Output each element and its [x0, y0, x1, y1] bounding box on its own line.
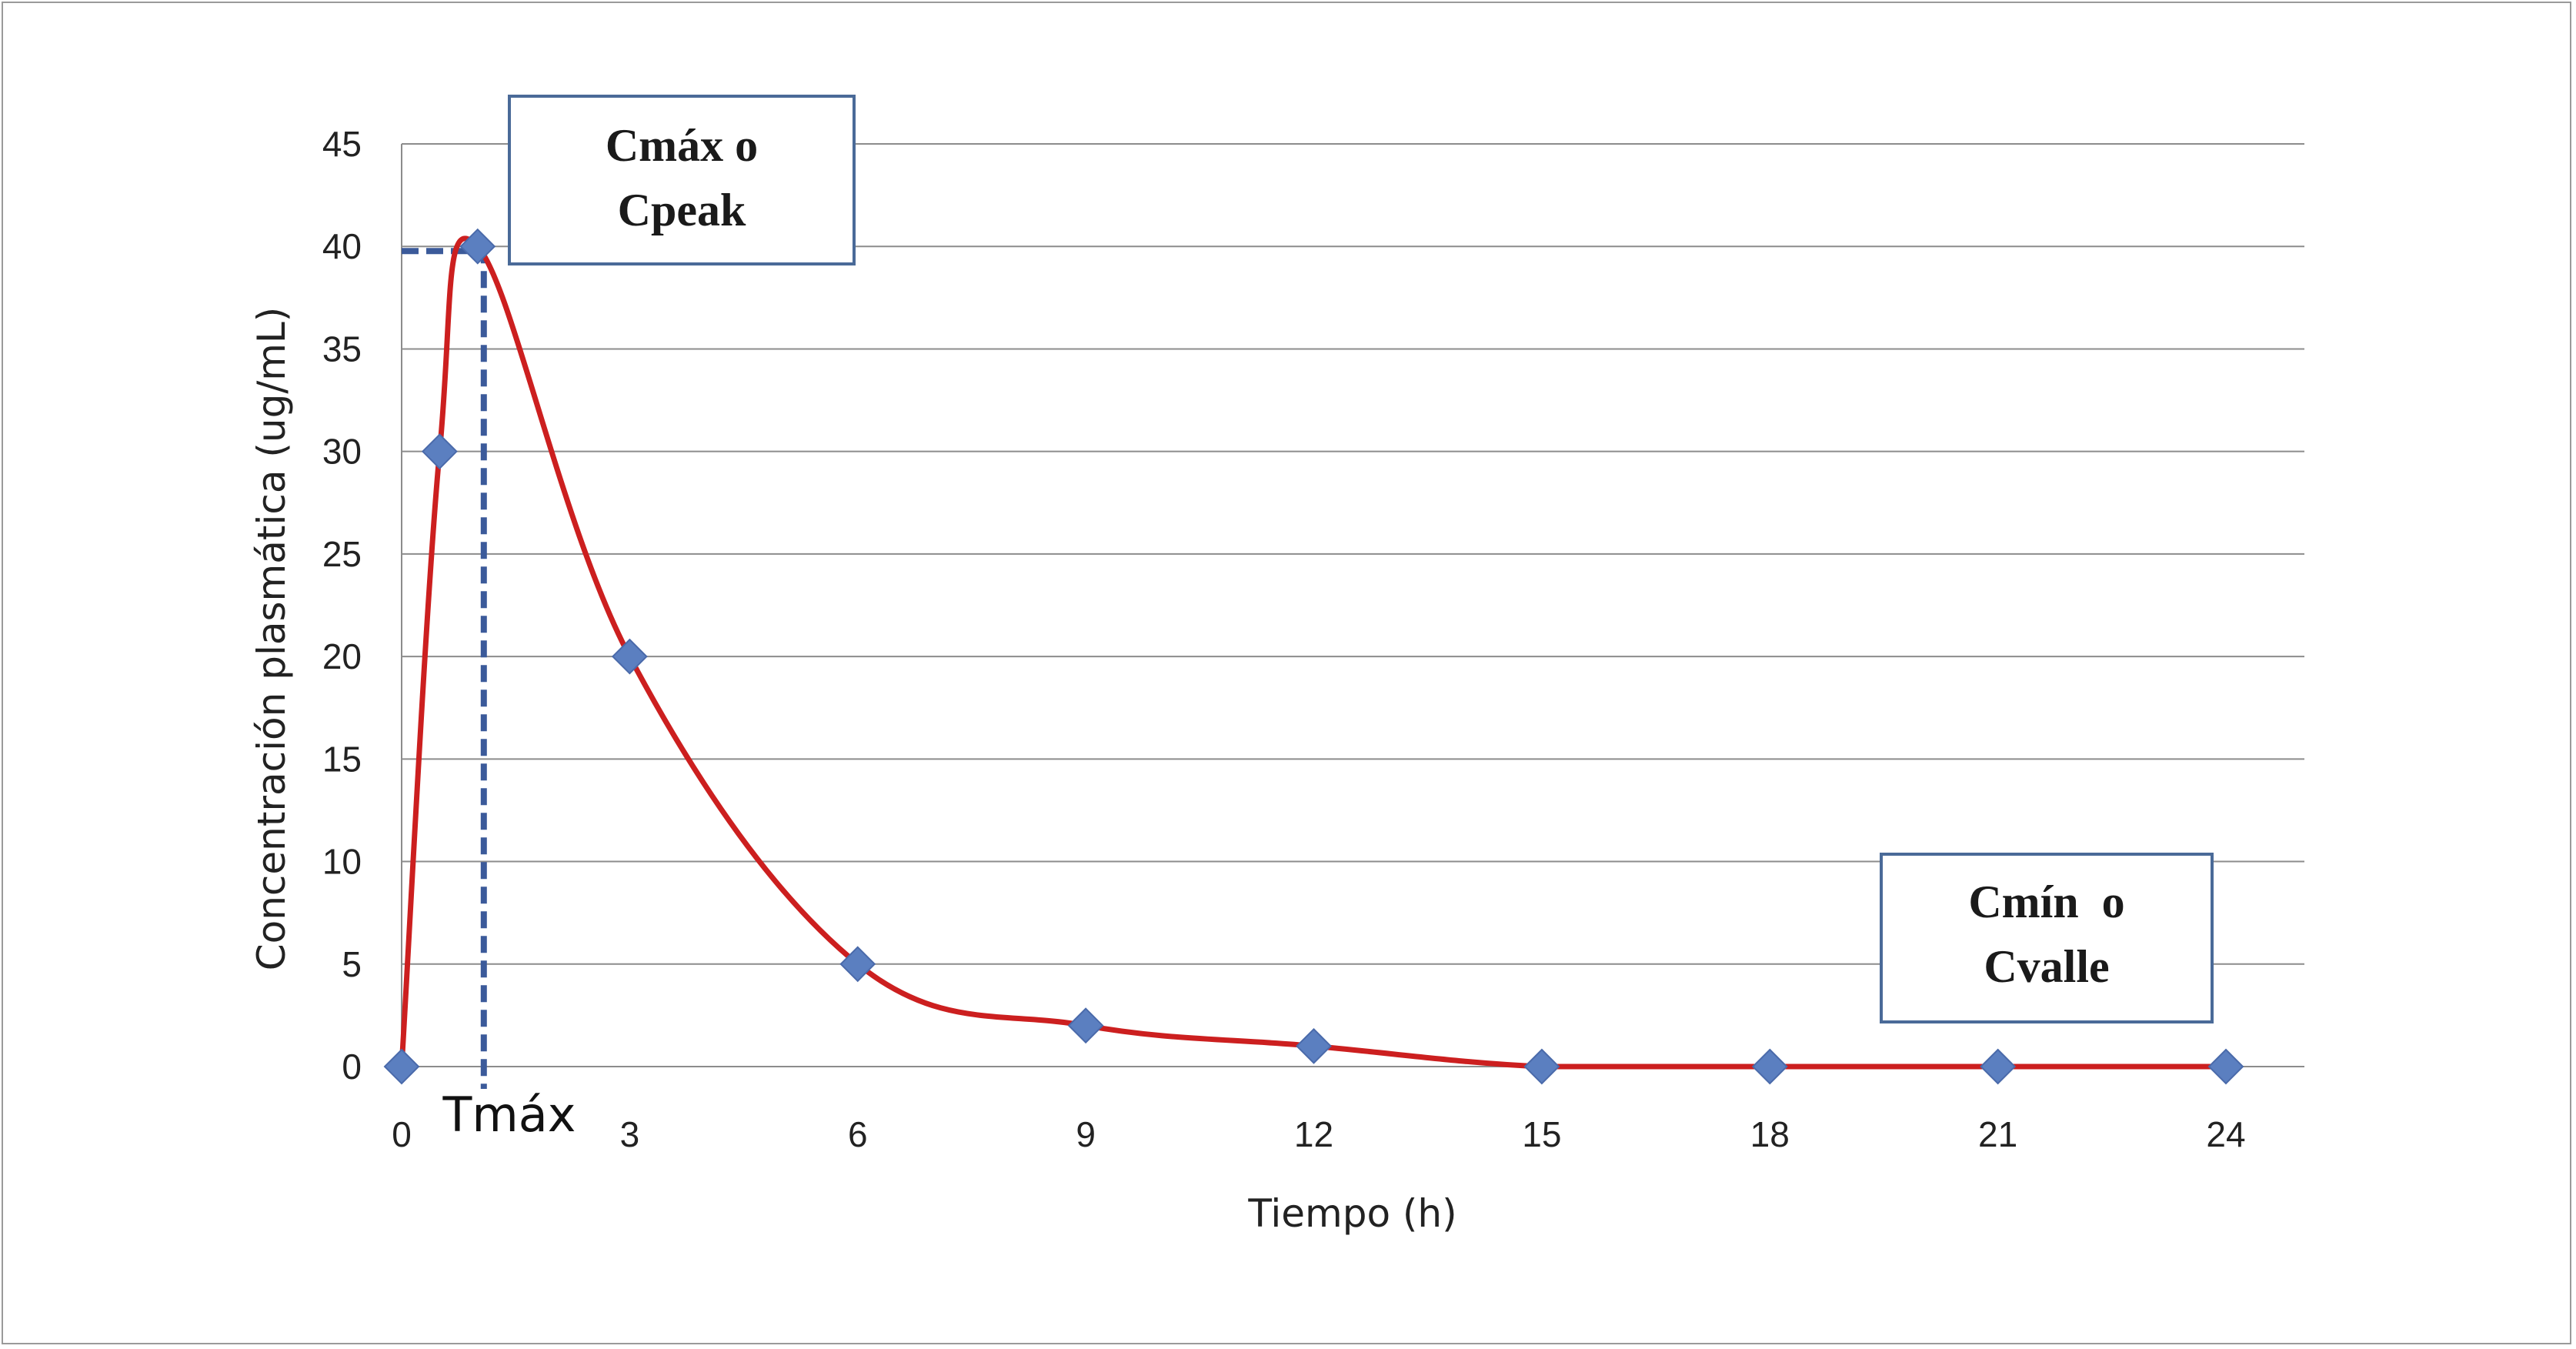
data-point [1296, 1027, 1332, 1064]
data-point [1751, 1048, 1788, 1085]
cmax-callout-line-1: Cmáx o [606, 120, 758, 171]
y-tick-label: 30 [322, 432, 362, 472]
x-tick-label: 21 [1978, 1114, 2017, 1154]
y-tick-label: 10 [322, 842, 362, 882]
y-tick-label: 35 [322, 329, 362, 369]
x-tick-label: 9 [1076, 1114, 1096, 1154]
y-tick-label: 45 [322, 124, 362, 164]
x-tick-label: 6 [848, 1114, 868, 1154]
data-point [611, 638, 648, 675]
data-point [383, 1048, 420, 1085]
data-point [459, 228, 496, 265]
x-tick-label: 0 [392, 1114, 412, 1154]
cmax-callout-line-2: Cpeak [618, 185, 746, 235]
data-point [1067, 1007, 1104, 1044]
data-point [421, 433, 458, 470]
tmax-label: Tmáx [442, 1087, 576, 1143]
x-tick-label: 18 [1750, 1114, 1790, 1154]
peak-guide-lines [402, 246, 487, 1089]
y-tick-label: 40 [322, 226, 362, 266]
cmax-callout-box [508, 95, 856, 265]
cmin-callout: Cmín o Cvalle [1880, 853, 2214, 1023]
x-tick-label: 24 [2206, 1114, 2245, 1154]
y-tick-label: 20 [322, 636, 362, 676]
y-tick-label: 15 [322, 739, 362, 779]
data-point [1523, 1048, 1560, 1085]
cmin-callout-box [1880, 853, 2214, 1023]
y-tick-label: 5 [342, 944, 362, 984]
x-tick-label: 12 [1294, 1114, 1333, 1154]
cmin-callout-line-1: Cmín o [1968, 877, 2124, 927]
y-axis-title: Concentración plasmática (ug/mL) [249, 307, 294, 971]
y-tick-label: 25 [322, 534, 362, 574]
x-tick-label: 3 [620, 1114, 640, 1154]
y-tick-label: 0 [342, 1047, 362, 1087]
x-tick-labels: 0 3 6 9 12 15 18 21 24 [392, 1114, 2245, 1154]
data-point [1980, 1048, 2017, 1085]
x-tick-label: 15 [1522, 1114, 1561, 1154]
data-point [2207, 1048, 2244, 1085]
y-tick-labels: 0 5 10 15 20 25 30 35 40 45 [322, 124, 362, 1087]
data-point-markers [383, 228, 2244, 1085]
cmax-callout: Cmáx o Cpeak [508, 95, 856, 265]
x-axis-title: Tiempo (h) [1247, 1191, 1457, 1236]
cmin-callout-line-2: Cvalle [1984, 941, 2109, 992]
data-point [839, 946, 876, 983]
